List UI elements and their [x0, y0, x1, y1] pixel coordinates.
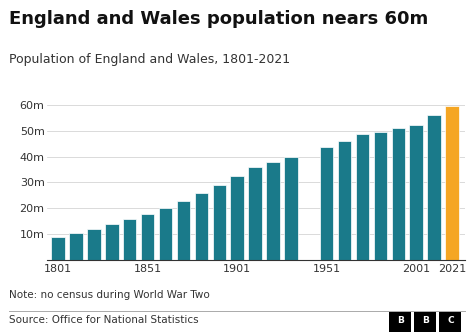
Text: Population of England and Wales, 1801-2021: Population of England and Wales, 1801-20…	[9, 53, 291, 66]
Text: B: B	[397, 316, 404, 325]
Bar	[320, 147, 333, 260]
Bar	[51, 237, 65, 260]
Text: England and Wales population nears 60m: England and Wales population nears 60m	[9, 10, 428, 28]
Bar	[87, 229, 100, 260]
Bar	[212, 185, 226, 260]
Bar	[105, 224, 118, 260]
Text: Source: Office for National Statistics: Source: Office for National Statistics	[9, 315, 199, 325]
Bar	[159, 208, 172, 260]
Bar	[248, 167, 262, 260]
Bar	[266, 162, 280, 260]
Bar	[123, 219, 137, 260]
Bar	[445, 106, 459, 260]
Bar	[195, 193, 208, 260]
Bar	[69, 233, 83, 260]
Text: C: C	[447, 316, 454, 325]
FancyBboxPatch shape	[390, 312, 411, 332]
Text: Note: no census during World War Two: Note: no census during World War Two	[9, 290, 210, 300]
FancyBboxPatch shape	[439, 312, 462, 332]
Bar	[374, 132, 387, 260]
Bar	[392, 128, 405, 260]
Bar	[177, 201, 190, 260]
Bar	[230, 176, 244, 260]
Bar	[338, 141, 351, 260]
Bar	[141, 213, 155, 260]
FancyBboxPatch shape	[414, 312, 437, 332]
Bar	[410, 125, 423, 260]
Bar	[428, 115, 441, 260]
Bar	[284, 157, 298, 260]
Bar	[356, 134, 369, 260]
Text: B: B	[422, 316, 429, 325]
